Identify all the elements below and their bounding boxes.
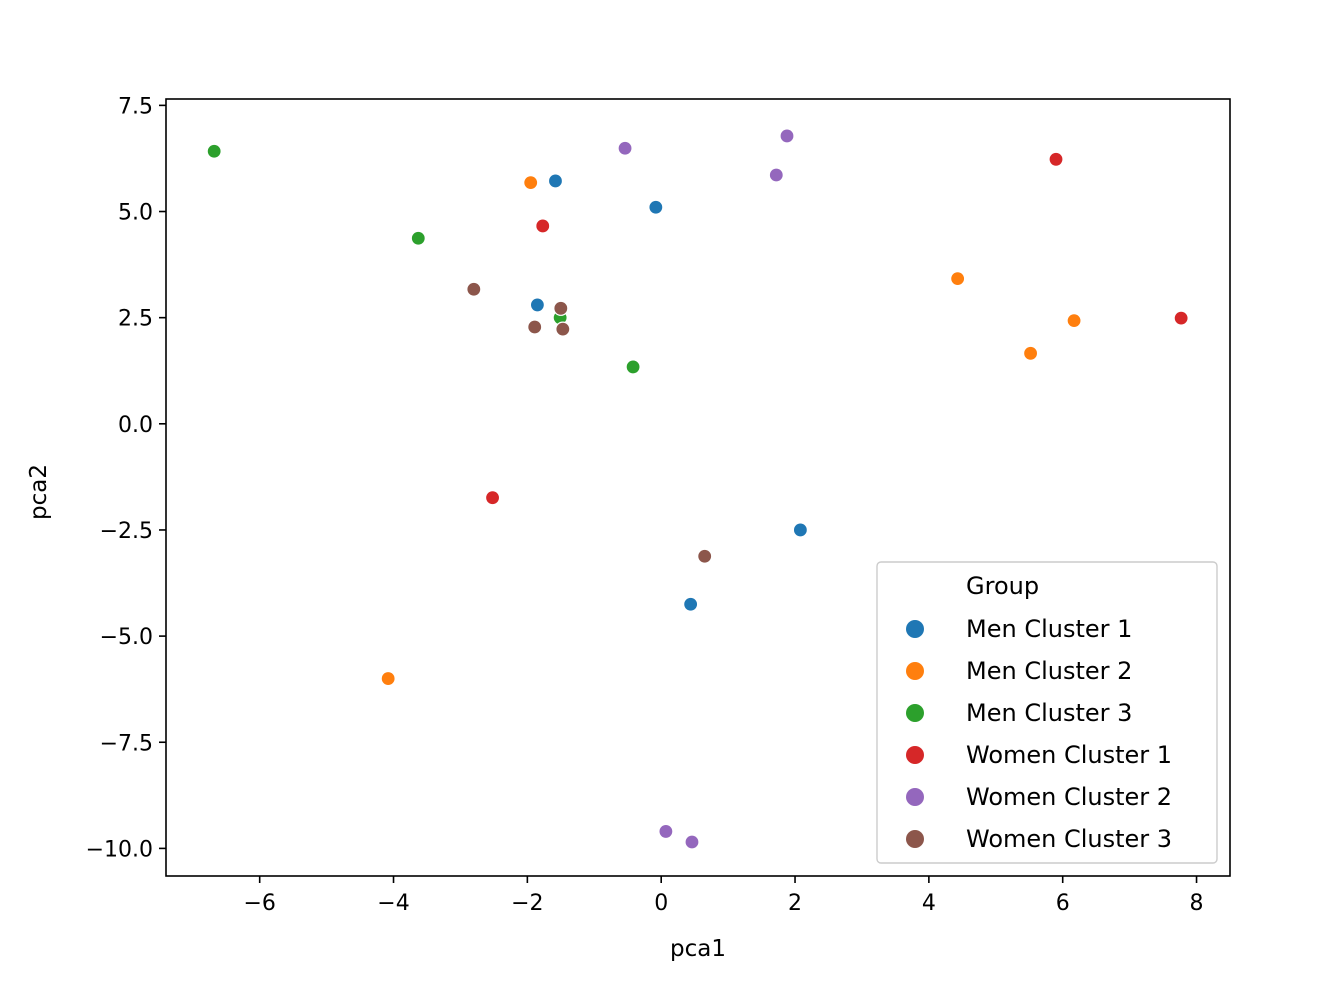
data-point: [625, 359, 641, 375]
data-point: [779, 128, 795, 144]
x-axis-ticks: −6 −4 −2 0 2 4 6 8: [243, 876, 1204, 916]
data-point: [206, 143, 222, 159]
y-tick-label: −7.5: [100, 731, 153, 756]
y-tick-label: 0.0: [118, 413, 153, 438]
y-tick-label: 7.5: [118, 94, 153, 119]
y-tick-label: 2.5: [118, 307, 153, 332]
legend-marker: [906, 704, 924, 722]
plot-frame: [165, 98, 1231, 877]
data-point: [683, 596, 699, 612]
data-point: [684, 834, 700, 850]
legend-entry-label: Men Cluster 1: [966, 615, 1132, 643]
legend-entry-label: Women Cluster 2: [966, 783, 1172, 811]
legend-marker: [906, 746, 924, 764]
legend-box: [876, 561, 1218, 864]
data-point: [950, 271, 966, 287]
data-point: [535, 218, 551, 234]
data-point: [648, 199, 664, 215]
legend-marker: [906, 620, 924, 638]
x-tick-label: 0: [654, 891, 668, 916]
data-point: [1048, 151, 1064, 167]
data-point: [697, 548, 713, 564]
data-point: [466, 281, 482, 297]
legend-title: Group: [966, 572, 1039, 600]
x-tick-label: −6: [243, 891, 275, 916]
y-axis-ticks: 7.5 5.0 2.5 0.0 −2.5 −5.0 −7.5 −10.0: [86, 94, 166, 862]
data-point: [529, 297, 545, 313]
data-point: [1173, 310, 1189, 326]
legend-marker: [906, 662, 924, 680]
y-tick-label: −5.0: [100, 625, 153, 650]
data-point: [484, 490, 501, 506]
x-tick-label: −4: [377, 891, 409, 916]
data-point: [523, 175, 539, 191]
x-tick-label: 8: [1190, 891, 1204, 916]
data-point: [792, 522, 808, 538]
data-point: [617, 140, 633, 156]
data-point: [380, 670, 396, 687]
legend-entry-label: Women Cluster 3: [966, 825, 1172, 853]
x-tick-label: 2: [788, 891, 802, 916]
y-tick-label: −10.0: [86, 837, 153, 862]
data-point: [547, 173, 564, 189]
data-point: [410, 230, 426, 246]
legend-entry-label: Women Cluster 1: [966, 741, 1172, 769]
y-tick-label: −2.5: [100, 519, 153, 544]
x-tick-label: −2: [511, 891, 543, 916]
data-point: [768, 167, 784, 183]
data-point: [1066, 313, 1082, 329]
legend-entry-label: Men Cluster 2: [966, 657, 1132, 685]
y-axis-label: pca2: [26, 464, 52, 520]
legend-entries: Men Cluster 1 Men Cluster 2 Men Cluster 3 W…: [906, 615, 1172, 853]
x-axis-label: pca1: [670, 936, 726, 962]
x-tick-label: 4: [922, 891, 936, 916]
data-point: [553, 300, 569, 316]
data-point: [555, 321, 571, 337]
legend-marker: [906, 788, 924, 806]
data-point: [1022, 345, 1039, 361]
legend-entry-label: Men Cluster 3: [966, 699, 1132, 727]
data-point: [527, 319, 543, 335]
data-point: [658, 823, 674, 840]
x-tick-label: 6: [1056, 891, 1070, 916]
points-layer: [206, 128, 1189, 850]
y-tick-label: 5.0: [118, 201, 153, 226]
legend-marker: [906, 830, 924, 848]
